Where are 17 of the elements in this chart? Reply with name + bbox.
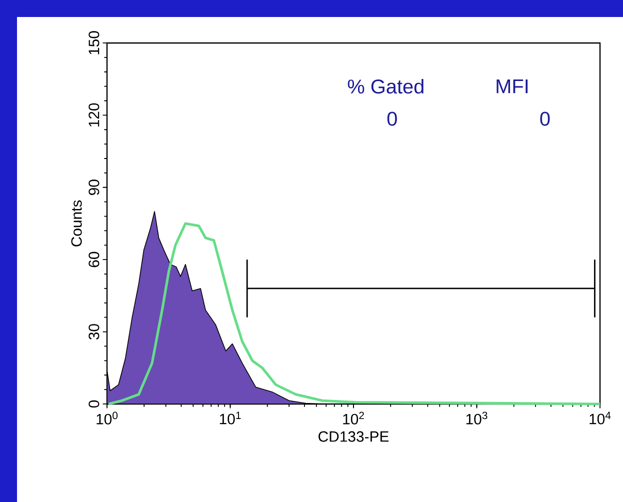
- y-tick-label: 0: [88, 400, 100, 408]
- x-tick-label: 10$^{4}$: [590, 412, 611, 424]
- x-tick-label: 10$^{3}$: [466, 412, 488, 424]
- x-tick-label: 10$^{1}$: [220, 412, 241, 424]
- y-tick-label: 120: [88, 103, 100, 127]
- y-tick-label: 150: [88, 31, 100, 54]
- y-axis-title: Counts: [71, 200, 82, 246]
- x-tick-label: 10$^{2}$: [343, 412, 364, 424]
- x-tick-label: 10$^{0}$: [96, 412, 118, 424]
- y-tick-label: 60: [88, 252, 100, 268]
- x-axis-title: CD133-PE: [318, 431, 389, 442]
- annotation: MFI: [496, 79, 528, 94]
- y-tick-label: 90: [88, 180, 100, 195]
- annotation: % Gated: [348, 78, 424, 94]
- y-tick-label: 30: [88, 324, 100, 340]
- annotation: 0: [387, 112, 397, 126]
- annotation: 0: [540, 112, 550, 126]
